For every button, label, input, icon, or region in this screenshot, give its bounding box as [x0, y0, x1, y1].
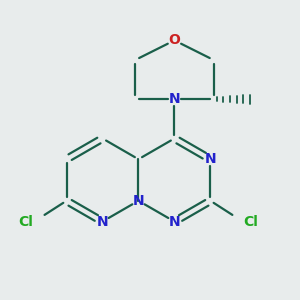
Text: N: N [169, 214, 180, 229]
Text: O: O [169, 33, 180, 47]
Text: N: N [133, 194, 144, 208]
Text: N: N [97, 214, 108, 229]
Text: N: N [205, 152, 216, 166]
Text: Cl: Cl [244, 215, 259, 230]
Text: Cl: Cl [19, 215, 33, 230]
Text: N: N [169, 92, 180, 106]
